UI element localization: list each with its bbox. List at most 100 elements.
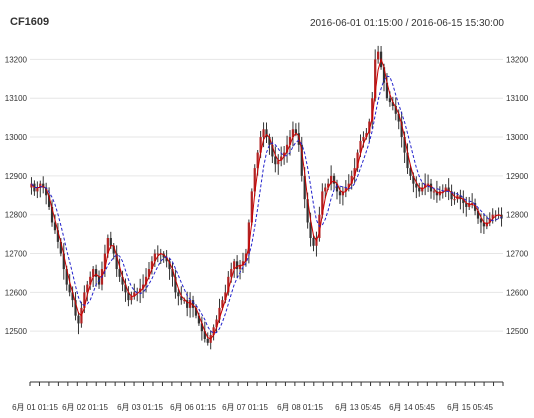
candle-body	[247, 222, 250, 254]
moving-average-lines	[31, 57, 502, 340]
candle-body	[365, 133, 368, 138]
grid-lines	[30, 58, 503, 332]
candle-body	[344, 187, 347, 192]
candle-body	[500, 214, 503, 219]
candle-body	[168, 261, 171, 270]
candle-body	[491, 214, 494, 219]
candle-body	[262, 129, 265, 138]
candle-body	[432, 191, 436, 193]
candle-body	[468, 203, 471, 207]
y-tick-label-left: 12700	[5, 250, 28, 259]
candle-body	[435, 191, 439, 196]
y-tick-label-left: 12500	[5, 327, 28, 336]
candle-body	[206, 338, 209, 343]
candles	[30, 45, 503, 350]
candle-body	[56, 230, 60, 242]
candle-body	[39, 183, 42, 188]
y-tick-label-left: 12800	[5, 211, 28, 220]
candle-body	[171, 269, 174, 277]
candle-body	[332, 175, 336, 184]
candle-body	[424, 183, 427, 188]
y-tick-label-right: 13200	[506, 55, 529, 64]
candle-body	[485, 222, 488, 227]
candle-body	[165, 257, 168, 262]
candle-body	[183, 300, 186, 302]
candle-body	[350, 175, 353, 184]
candle-body	[42, 183, 45, 188]
candle-body	[89, 276, 92, 285]
y-tick-label-right: 13000	[506, 133, 529, 142]
candle-body	[53, 222, 57, 231]
candle-body	[200, 323, 203, 332]
x-tick-label: 6月 13 05:45	[335, 403, 381, 412]
candle-body	[303, 175, 306, 200]
x-tick-label: 6月 08 01:15	[277, 403, 323, 412]
candle-body	[371, 98, 374, 122]
x-axis: 6月 01 01:15 6月 02 01:15 6月 03 01:15 6月 06 0…	[12, 381, 504, 412]
candle-body	[321, 191, 324, 215]
candle-body	[356, 152, 359, 169]
candle-body	[406, 152, 409, 169]
candle-body	[291, 129, 295, 138]
candle-body	[133, 292, 136, 297]
candle-body	[362, 137, 365, 141]
candle-body	[92, 269, 95, 277]
candle-body	[103, 253, 107, 270]
candle-body	[256, 152, 259, 169]
candle-body	[186, 300, 189, 308]
candle-body	[139, 288, 142, 293]
candle-body	[162, 253, 165, 258]
candle-body	[453, 199, 456, 201]
y-axis-left: 12500 12600 12700 12800 12900 13000 13100 13200	[5, 55, 28, 336]
candle-body	[415, 183, 418, 188]
candle-body	[388, 98, 392, 103]
candle-body	[109, 238, 112, 246]
y-tick-label-left: 13200	[5, 55, 28, 64]
candle-body	[412, 175, 415, 184]
candle-body	[377, 51, 380, 60]
candle-body	[294, 129, 297, 134]
candle-body	[144, 276, 148, 285]
candle-body	[227, 276, 230, 293]
candle-body	[330, 175, 333, 184]
candle-body	[341, 191, 345, 196]
candle-body	[285, 144, 289, 153]
candle-body	[118, 269, 121, 277]
y-tick-label-right: 12500	[506, 327, 529, 336]
y-axis-right: 12500 12600 12700 12800 12900 13000 13100 13200	[506, 55, 529, 336]
y-tick-label-left: 12900	[5, 172, 28, 181]
ma-slow-line	[31, 75, 502, 334]
candle-body	[215, 319, 218, 328]
candle-body	[127, 292, 130, 301]
candle-body	[482, 222, 486, 227]
candle-body	[400, 121, 403, 138]
candle-body	[244, 253, 248, 262]
y-tick-label-right: 12800	[506, 211, 529, 220]
candle-body	[112, 245, 115, 254]
candle-body	[429, 183, 433, 192]
candle-body	[59, 241, 62, 254]
x-tick-label: 6月 06 01:15	[170, 403, 216, 412]
candle-body	[479, 218, 483, 223]
candle-body	[471, 203, 474, 205]
candle-body	[121, 276, 124, 285]
candle-body	[36, 187, 39, 192]
candle-body	[253, 168, 256, 192]
candle-body	[47, 195, 51, 207]
candle-body	[230, 269, 233, 277]
candle-body	[224, 292, 227, 301]
candle-body	[250, 191, 253, 223]
x-tick-label: 6月 02 01:15	[62, 403, 108, 412]
candle-body	[115, 253, 118, 270]
candle-body	[259, 137, 262, 153]
candle-body	[327, 183, 330, 188]
candle-body	[180, 296, 183, 301]
y-tick-label-left: 13000	[5, 133, 28, 142]
candle-body	[353, 168, 356, 176]
candle-body	[147, 269, 151, 277]
candle-body	[288, 137, 292, 145]
candle-body	[30, 183, 33, 188]
candle-body	[450, 191, 453, 200]
candle-body	[130, 296, 133, 301]
